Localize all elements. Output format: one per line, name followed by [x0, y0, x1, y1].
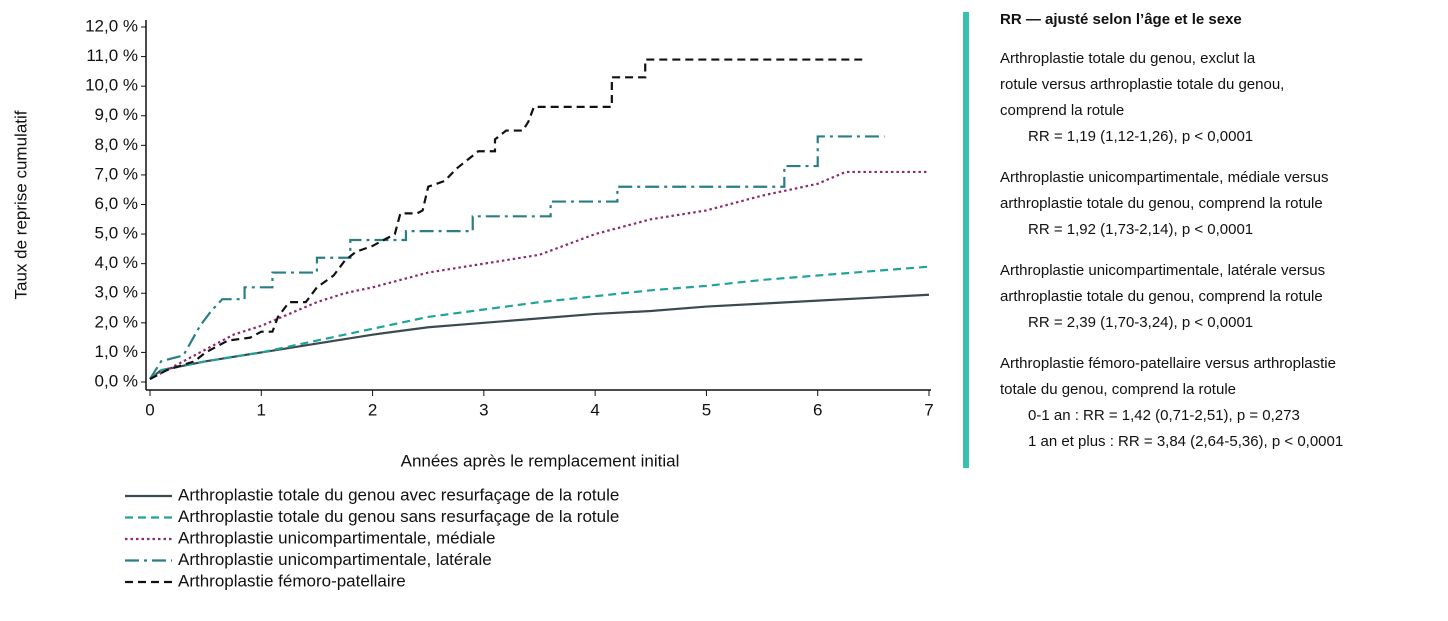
series-line	[149, 265, 930, 380]
panel-text: Arthroplastie fémoro-patellaire versus a…	[1000, 355, 1336, 372]
panel-text: totale du genou, comprend la rotule	[1000, 381, 1236, 398]
panel-text: Arthroplastie unicompartimentale, médial…	[1000, 169, 1328, 186]
y-tick-label: 5,0 %	[95, 224, 138, 243]
panel-result: 1 an et plus : RR = 3,84 (2,64-5,36), p …	[1028, 433, 1343, 450]
series-line	[149, 293, 930, 380]
y-tick-label: 4,0 %	[95, 253, 138, 272]
y-tick-label: 3,0 %	[95, 283, 138, 302]
panel-result: RR = 2,39 (1,70-3,24), p < 0,0001	[1028, 314, 1253, 331]
y-tick-label: 2,0 %	[95, 312, 138, 331]
panel-text: comprend la rotule	[1000, 102, 1124, 119]
legend-label: Arthroplastie unicompartimentale, latéra…	[178, 550, 492, 569]
y-tick-label: 6,0 %	[95, 194, 138, 213]
legend-label: Arthroplastie totale du genou avec resur…	[178, 485, 619, 504]
panel-text: arthroplastie totale du genou, comprend …	[1000, 195, 1323, 212]
series-line	[149, 58, 863, 381]
x-tick-label: 0	[145, 400, 154, 419]
y-tick-label: 0,0 %	[95, 371, 138, 390]
y-tick-label: 9,0 %	[95, 105, 138, 124]
x-tick-label: 1	[257, 400, 266, 419]
panel-bar	[963, 12, 969, 468]
panel-title: RR — ajusté selon l’âge et le sexe	[1000, 11, 1242, 28]
legend-label: Arthroplastie fémoro-patellaire	[178, 571, 406, 590]
panel-text: Arthroplastie unicompartimentale, latéra…	[1000, 262, 1325, 279]
x-tick-label: 7	[924, 400, 933, 419]
panel-result: RR = 1,19 (1,12-1,26), p < 0,0001	[1028, 128, 1253, 145]
x-axis-title: Années après le remplacement initial	[401, 451, 680, 470]
panel-text: arthroplastie totale du genou, comprend …	[1000, 288, 1323, 305]
series-line	[149, 135, 885, 380]
x-tick-label: 6	[813, 400, 822, 419]
y-axis-title: Taux de reprise cumulatif	[11, 110, 30, 299]
y-tick-label: 11,0 %	[86, 46, 138, 65]
y-tick-label: 7,0 %	[95, 164, 138, 183]
y-tick-label: 1,0 %	[95, 342, 138, 361]
panel-result: 0-1 an : RR = 1,42 (0,71-2,51), p = 0,27…	[1028, 407, 1300, 424]
panel-text: rotule versus arthroplastie totale du ge…	[1000, 76, 1284, 93]
x-tick-label: 4	[590, 400, 599, 419]
panel-result: RR = 1,92 (1,73-2,14), p < 0,0001	[1028, 221, 1253, 238]
legend-label: Arthroplastie totale du genou sans resur…	[178, 507, 619, 526]
series-line	[149, 170, 929, 381]
y-tick-label: 12,0 %	[85, 16, 138, 35]
y-tick-label: 10,0 %	[85, 76, 138, 95]
x-tick-label: 2	[368, 400, 377, 419]
legend-label: Arthroplastie unicompartimentale, médial…	[178, 528, 496, 547]
panel-text: Arthroplastie totale du genou, exclut la	[1000, 50, 1256, 67]
x-tick-label: 5	[702, 400, 711, 419]
y-tick-label: 8,0 %	[95, 135, 138, 154]
x-tick-label: 3	[479, 400, 488, 419]
